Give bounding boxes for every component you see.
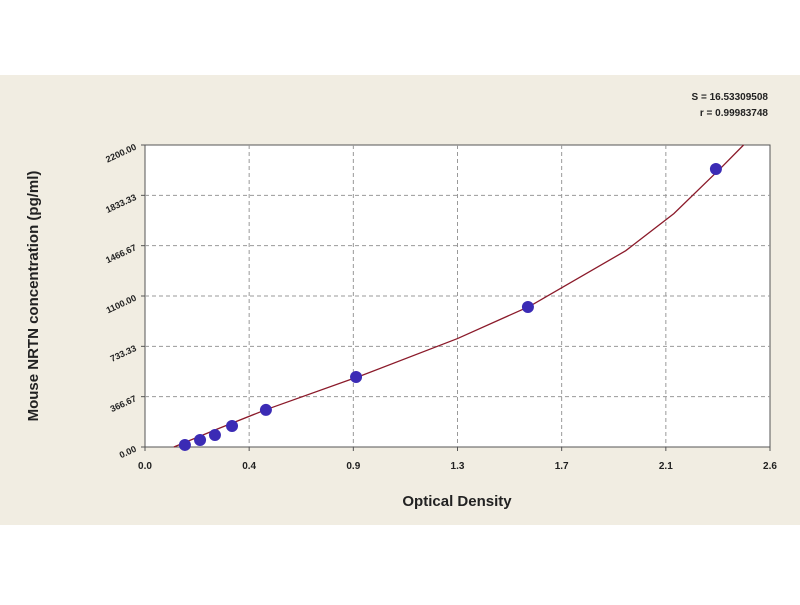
data-point [259, 403, 272, 416]
data-point [709, 163, 722, 176]
x-axis-title: Optical Density [402, 493, 512, 510]
x-tick-label: 1.3 [451, 461, 465, 472]
data-point [194, 433, 207, 446]
x-tick-label: 0.4 [242, 461, 256, 472]
annotation: r = 0.99983748 [700, 108, 769, 119]
x-tick-label: 2.6 [763, 461, 777, 472]
y-axis-title: Mouse NRTN concentration (pg/ml) [25, 171, 42, 422]
x-tick-label: 0.0 [138, 461, 152, 472]
x-tick-label: 0.9 [346, 461, 360, 472]
data-point [178, 438, 191, 451]
data-point [208, 429, 221, 442]
annotation: S = 16.53309508 [692, 92, 769, 103]
data-point [350, 370, 363, 383]
x-tick-label: 1.7 [555, 461, 569, 472]
x-tick-label: 2.1 [659, 461, 673, 472]
fit-curve [173, 144, 745, 448]
data-point [521, 300, 534, 313]
data-point [226, 419, 239, 432]
